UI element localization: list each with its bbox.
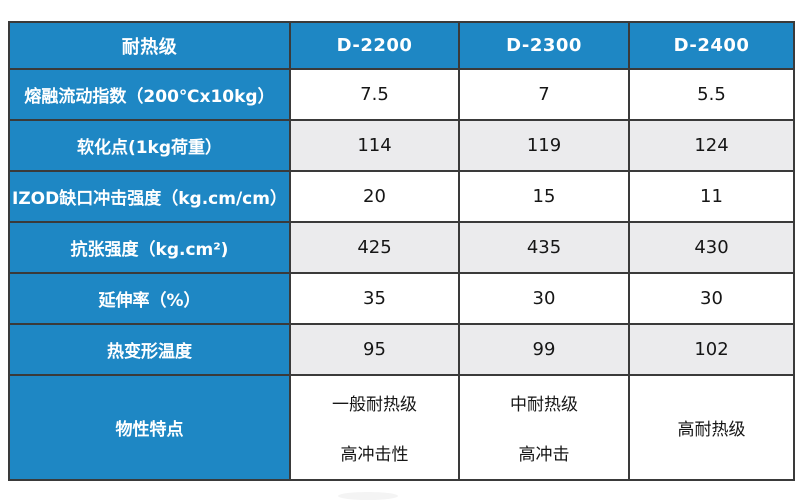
feature-lines: 高耐热级 [631,377,792,478]
table-row-softening-point: 软化点(1kg荷重） 114 119 124 [8,119,795,172]
table-row-heat-deflection: 热变形温度 95 99 102 [8,323,795,376]
cell-feature-d2200: 一般耐热级 高冲击性 [289,374,460,481]
cell-value: 7.5 [289,68,460,121]
table-row-tensile-strength: 抗张强度（kg.cm²) 425 435 430 [8,221,795,274]
table-row-features: 物性特点 一般耐热级 高冲击性 中耐热级 高冲击 高耐热级 [8,374,795,481]
cell-value: 95 [289,323,460,376]
feature-line: 高耐热级 [677,420,746,440]
watermark-smudge [338,492,398,500]
row-label: 抗张强度（kg.cm²) [8,221,291,274]
row-label: IZOD缺口冲击强度（kg.cm/cm） [8,170,291,223]
header-cell-d2200: D-2200 [289,21,460,70]
cell-value: 15 [458,170,630,223]
cell-value: 114 [289,119,460,172]
cell-value: 99 [458,323,630,376]
table-header-row: 耐热级 D-2200 D-2300 D-2400 [8,21,795,70]
row-label: 延伸率（%） [8,272,291,325]
cell-value: 435 [458,221,630,274]
cell-value: 30 [458,272,630,325]
feature-lines: 一般耐热级 高冲击性 [292,377,457,478]
cell-value: 7 [458,68,630,121]
cell-value: 124 [628,119,795,172]
feature-line: 高冲击 [518,445,570,466]
cell-value: 119 [458,119,630,172]
header-cell-label: 耐热级 [8,21,291,70]
feature-line: 高冲击性 [340,445,409,466]
cell-value: 35 [289,272,460,325]
cell-feature-d2300: 中耐热级 高冲击 [458,374,630,481]
cell-feature-d2400: 高耐热级 [628,374,795,481]
cell-value: 30 [628,272,795,325]
table-row-izod-impact: IZOD缺口冲击强度（kg.cm/cm） 20 15 11 [8,170,795,223]
cell-value: 5.5 [628,68,795,121]
table-row-melt-flow-index: 熔融流动指数（200℃x10kg） 7.5 7 5.5 [8,68,795,121]
row-label: 热变形温度 [8,323,291,376]
row-label: 物性特点 [8,374,291,481]
header-cell-d2300: D-2300 [458,21,630,70]
feature-line: 一般耐热级 [332,394,417,415]
table-row-elongation: 延伸率（%） 35 30 30 [8,272,795,325]
spec-table: 耐热级 D-2200 D-2300 D-2400 熔融流动指数（200℃x10k… [8,21,795,481]
cell-value: 102 [628,323,795,376]
row-label: 软化点(1kg荷重） [8,119,291,172]
feature-lines: 中耐热级 高冲击 [461,377,627,478]
cell-value: 425 [289,221,460,274]
feature-line: 中耐热级 [510,394,578,415]
cell-value: 20 [289,170,460,223]
header-cell-d2400: D-2400 [628,21,795,70]
row-label: 熔融流动指数（200℃x10kg） [8,68,291,121]
cell-value: 430 [628,221,795,274]
cell-value: 11 [628,170,795,223]
